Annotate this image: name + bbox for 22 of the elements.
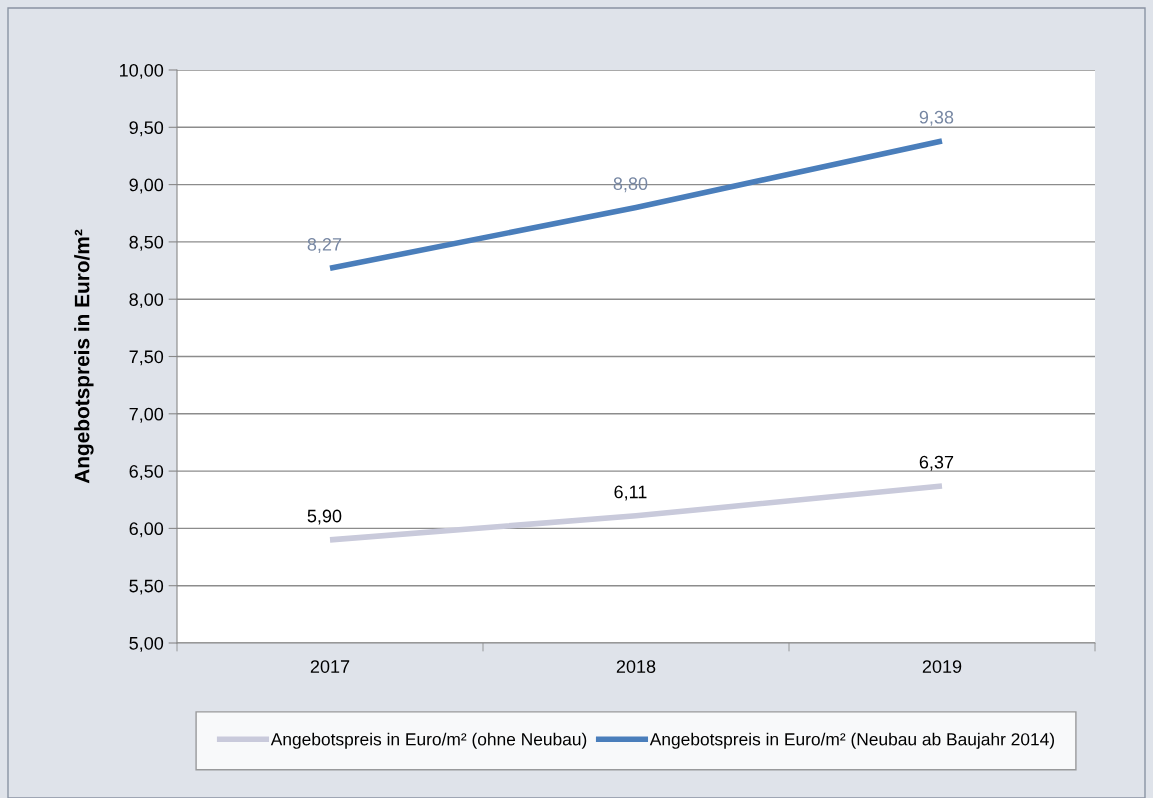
y-tick-label: 5,00: [129, 636, 164, 652]
y-tick-label: 8,50: [129, 235, 164, 251]
y-tick-label: 9,50: [129, 121, 164, 137]
legend-label: Angebotspreis in Euro/m² (Neubau ab Baujahr 2014): [649, 732, 1055, 749]
x-tick-label: 2017: [310, 660, 350, 673]
y-tick-label: 6,50: [129, 465, 164, 480]
data-label: 8,27: [307, 238, 342, 253]
data-label: 5,90: [307, 509, 342, 525]
y-tick-label: 7,50: [129, 350, 164, 366]
data-label: 6,37: [919, 455, 954, 471]
legend-label: Angebotspreis in Euro/m² (ohne Neubau): [270, 732, 587, 749]
y-tick-label: 9,00: [129, 178, 164, 194]
x-tick-label: 2018: [616, 660, 656, 673]
y-tick-label: 5,50: [129, 579, 164, 595]
y-tick-label: 6,00: [129, 522, 164, 538]
y-tick-label: 7,00: [129, 407, 164, 423]
y-axis-title: Angebotspreis in Euro/m²: [74, 229, 94, 484]
x-tick-label: 2019: [922, 660, 962, 673]
y-tick-label: 8,00: [129, 293, 164, 309]
y-tick-label: 10,00: [120, 63, 164, 79]
data-label: 6,11: [614, 485, 647, 501]
data-label: 9,38: [919, 110, 954, 126]
